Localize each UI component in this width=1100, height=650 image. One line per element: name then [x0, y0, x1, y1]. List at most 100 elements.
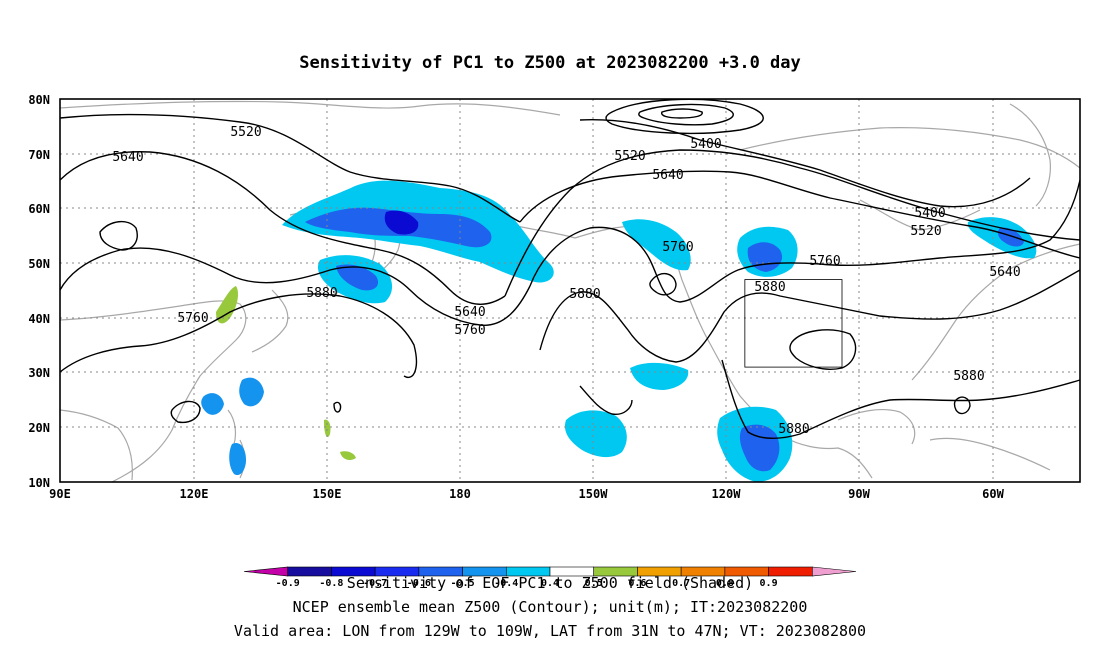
coast-indochina: [59, 409, 133, 481]
contour-label: 5880: [569, 287, 600, 302]
contour-5640-nw-cut: [99, 221, 138, 251]
contour-5520-west: [59, 113, 521, 223]
lat-label: 30N: [28, 366, 50, 380]
colorbar-tick-label: 0.7: [672, 578, 690, 589]
contour-label: 5640: [112, 150, 143, 165]
colorbar-tick-label: -0.4: [494, 578, 518, 589]
colorbar-tick-label: -0.8: [319, 578, 343, 589]
lat-label: 60N: [28, 202, 50, 216]
graticule: [60, 99, 1080, 482]
shade-subtropic: [630, 362, 689, 390]
contour-5880-west: [59, 293, 418, 379]
colorbar-tick-label: -0.5: [451, 578, 475, 589]
contour-label: 5400: [914, 206, 945, 221]
z500-contours: [59, 98, 1081, 439]
coast-korea-china: [59, 300, 247, 483]
coast-caribbean: [929, 437, 1051, 471]
contour-label: 5760: [177, 311, 208, 326]
contour-label: 5640: [989, 265, 1020, 280]
lon-label: 60W: [982, 487, 1004, 501]
colorbar-tick-label: -0.9: [276, 578, 300, 589]
contour-5280-ring3: [661, 108, 703, 119]
shade-atlantic-inner: [997, 227, 1024, 247]
lat-label: 10N: [28, 476, 50, 490]
colorbar-tick-label: 0.4: [541, 578, 559, 589]
colorbar-tick-label: -0.6: [407, 578, 431, 589]
shade-hawaii: [564, 410, 627, 458]
contour-5760-mid: [529, 179, 1081, 303]
caption-line-2: NCEP ensemble mean Z500 (Contour); unit(…: [293, 598, 808, 616]
lon-label: 120W: [712, 487, 742, 501]
colorbar-tick-label: -0.7: [363, 578, 387, 589]
figure-title: Sensitivity of PC1 to Z500 at 2023082200…: [299, 53, 801, 73]
contour-label: 5520: [614, 149, 645, 164]
caption-line-1: Sensitivity of EOF PC1 to Z500 field (Sh…: [347, 574, 753, 592]
lon-label: 150E: [313, 487, 342, 501]
contour-label: 5760: [662, 240, 693, 255]
contour-5280-ring2: [638, 103, 734, 126]
contour-label: 5640: [454, 305, 485, 320]
lat-label: 80N: [28, 93, 50, 107]
colorbar-tick-label: 0.6: [628, 578, 646, 589]
contour-5400: [579, 119, 1031, 208]
colorbar-swatch: [811, 566, 857, 577]
lon-label: 120E: [180, 487, 209, 501]
contour-5880-sw: [170, 396, 971, 424]
lat-labels: 80N 70N 60N 50N 40N 30N 20N 10N: [28, 93, 50, 490]
shade-japan-east-inner: [336, 264, 379, 291]
sensitivity-shading: [201, 180, 1037, 482]
contour-labels: 5520 5640 5400 5520 5640 5760 5400 5520 …: [112, 125, 1020, 437]
contour-5760-low: [649, 273, 677, 296]
contour-5640-west: [59, 151, 506, 305]
contour-label: 5520: [230, 125, 261, 140]
shade-indo: [229, 442, 246, 476]
lat-label: 50N: [28, 257, 50, 271]
contour-5880-south: [579, 359, 1081, 439]
valid-area-box: [744, 279, 843, 368]
lon-labels: 90E 120E 150E 180 150W 120W 90W 60W: [49, 487, 1004, 501]
colorbar-swatch: [287, 566, 332, 577]
caption-line-3: Valid area: LON from 129W to 109W, LAT f…: [234, 622, 866, 640]
colorbar-tick-label: 0.5: [585, 578, 603, 589]
contour-label: 5880: [953, 369, 984, 384]
coast-east-us: [911, 243, 1081, 381]
lat-label: 70N: [28, 148, 50, 162]
contour-label: 5880: [778, 422, 809, 437]
contour-5880-mid: [539, 269, 1081, 363]
map-frame: [59, 98, 1081, 483]
map-panel: 5520 5640 5400 5520 5640 5760 5400 5520 …: [59, 98, 1081, 483]
lat-label: 40N: [28, 312, 50, 326]
shade-kamchatka-core: [384, 210, 419, 235]
shade-alaska-bay: [622, 219, 691, 271]
colorbar-swatch: [243, 566, 289, 577]
contour-label: 5640: [652, 168, 683, 183]
shade-mexico-inner: [739, 424, 780, 472]
shade-bc-inner: [747, 242, 783, 272]
lon-label: 90W: [848, 487, 870, 501]
contour-label: 5400: [690, 137, 721, 152]
coast-siberia: [59, 100, 561, 116]
contour-5520-mid: [504, 149, 1081, 297]
contour-label: 5760: [454, 323, 485, 338]
colorbar: -0.9 -0.8 -0.7 -0.6 -0.5 -0.4 0.4 0.5 0.6 0.7 0.8 0…: [243, 566, 857, 589]
contour-5880-high: [789, 329, 857, 370]
contour-label: 5880: [306, 286, 337, 301]
shade-scs: [201, 393, 224, 415]
lon-label: 90E: [49, 487, 71, 501]
colorbar-tick-label: 0.8: [716, 578, 734, 589]
contour-label: 5760: [809, 254, 840, 269]
contour-5640-mid: [519, 170, 1081, 259]
contour-label: 5880: [754, 280, 785, 295]
lon-label: 150W: [579, 487, 609, 501]
lat-label: 20N: [28, 421, 50, 435]
coast-greenland: [1009, 103, 1051, 207]
coast-japan: [251, 289, 289, 353]
colorbar-tick-label: 0.9: [760, 578, 778, 589]
shade-luzon: [239, 377, 264, 407]
shade-yellow-sea: [216, 286, 238, 324]
lon-label: 180: [449, 487, 471, 501]
coast-gulf: [837, 409, 916, 445]
contour-label: 5520: [910, 224, 941, 239]
colorbar-swatch: [768, 566, 813, 577]
